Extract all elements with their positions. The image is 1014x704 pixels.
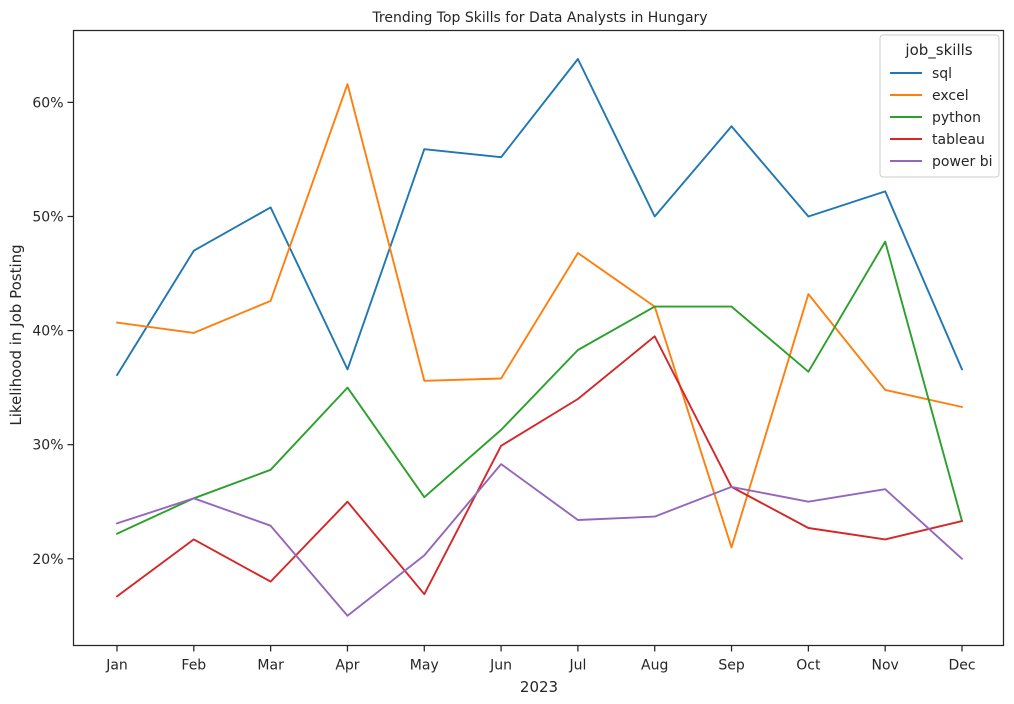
y-tick-label: 20%	[32, 552, 63, 568]
y-tick-label: 50%	[32, 209, 63, 225]
y-tick-label: 30%	[32, 438, 63, 454]
x-tick-label: May	[410, 658, 439, 674]
x-tick-label: Jan	[105, 658, 128, 674]
chart-title: Trending Top Skills for Data Analysts in…	[371, 10, 707, 26]
series-lines	[116, 58, 963, 617]
x-tick-label: Dec	[948, 658, 975, 674]
x-tick-label: Jul	[568, 658, 586, 674]
legend-title: job_skills	[904, 41, 972, 60]
legend-label: power bi	[932, 154, 993, 170]
legend-items: sql excel python tableau power bi	[890, 66, 993, 170]
legend-label: sql	[932, 66, 952, 82]
legend-label: python	[932, 110, 981, 126]
legend-label: excel	[932, 88, 969, 104]
series-line-tableau	[116, 335, 963, 598]
x-tick-label: Apr	[335, 658, 359, 674]
series-line-python	[116, 240, 963, 535]
y-axis-ticks: 20% 30% 40% 50% 60%	[32, 95, 74, 568]
x-tick-label: Aug	[641, 658, 668, 674]
x-tick-label: Oct	[796, 658, 821, 674]
x-axis-label: 2023	[520, 678, 558, 696]
x-tick-label: Jun	[489, 658, 512, 674]
legend-label: tableau	[932, 132, 985, 148]
legend-box	[879, 34, 1000, 178]
x-axis-ticks: Jan Feb Mar Apr May Jun Jul Aug Sep Oct Nov Dec	[105, 645, 976, 674]
x-tick-label: Sep	[718, 658, 745, 674]
plot-area-frame	[72, 29, 1005, 647]
x-tick-label: Mar	[257, 658, 284, 674]
legend: job_skills sql excel python tableau power bi	[879, 34, 1000, 178]
y-axis-label: Likelihood in Job Posting	[7, 244, 25, 425]
x-tick-label: Nov	[872, 658, 899, 674]
y-tick-label: 40%	[32, 324, 63, 340]
series-line-sql	[116, 58, 963, 377]
series-line-power-bi	[116, 463, 963, 617]
x-tick-label: Feb	[181, 658, 206, 674]
y-tick-label: 60%	[32, 95, 63, 111]
series-line-excel	[116, 83, 963, 549]
